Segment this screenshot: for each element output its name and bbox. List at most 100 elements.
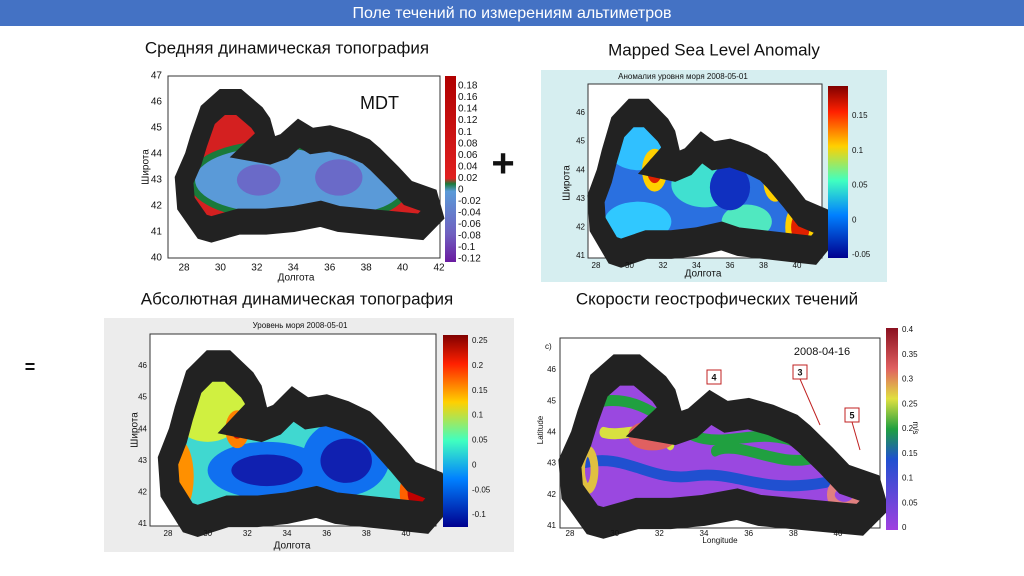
date-label: 2008-04-16 — [794, 346, 850, 358]
colorbar-tick-label: 0.12 — [458, 115, 478, 126]
colorbar-tick-label: -0.12 — [458, 254, 481, 265]
y-tick-label: 44 — [138, 424, 147, 433]
y-tick-label: 42 — [547, 490, 556, 499]
map — [570, 370, 876, 523]
x-tick-label: 32 — [243, 529, 252, 538]
plot-title: Уровень моря 2008-05-01 — [253, 321, 348, 330]
colorbar-tick-label: 0 — [472, 460, 477, 469]
x-tick-label: 28 — [566, 529, 575, 538]
y-tick-label: 43 — [576, 194, 585, 203]
colorbar-tick-label: 0.06 — [458, 150, 478, 161]
colorbar-tick-label: -0.1 — [458, 242, 476, 253]
colorbar-tick-label: -0.05 — [852, 250, 871, 259]
x-tick-label: 34 — [700, 529, 709, 538]
colorbar-tick-label: 0.3 — [902, 375, 914, 384]
colorbar-tick-label: -0.04 — [458, 208, 481, 219]
y-tick-label: 42 — [151, 201, 163, 212]
x-tick-label: 42 — [433, 263, 445, 274]
callouts: 4 3 5 — [706, 364, 861, 451]
y-axis-label: Широта — [130, 412, 141, 448]
colorbar-tick-label: 0.2 — [472, 361, 484, 370]
x-tick-label: 30 — [625, 261, 634, 270]
colorbar-tick-label: 0.16 — [458, 92, 478, 103]
y-tick-label: 41 — [547, 521, 556, 530]
y-tick-label: 42 — [138, 488, 147, 497]
x-tick-label: 32 — [655, 529, 664, 538]
colorbar-unit: m/s — [911, 422, 920, 435]
x-tick-label: 38 — [789, 529, 798, 538]
colorbar-tick-label: 0.05 — [852, 181, 868, 190]
colorbar-tick-label: 0.05 — [902, 498, 918, 507]
x-axis-label: Долгота — [274, 541, 311, 552]
colorbar-tick-label: 0.25 — [902, 399, 918, 408]
panel-title: Скорости геострофических течений — [576, 289, 858, 308]
x-tick-label: 40 — [793, 261, 802, 270]
panel-label: c) — [545, 342, 552, 351]
callout: 5 — [849, 410, 854, 420]
callout: 3 — [797, 367, 802, 377]
colorbar — [445, 76, 456, 262]
callout-box — [706, 369, 722, 385]
x-tick-label: 40 — [397, 263, 409, 274]
x-tick-label: 28 — [178, 263, 190, 274]
colorbar-tick-label: 0.02 — [458, 173, 478, 184]
colorbar-tick-label: -0.02 — [458, 196, 481, 207]
colorbar — [443, 335, 468, 527]
y-tick-label: 47 — [151, 71, 163, 82]
x-tick-label: 36 — [324, 263, 336, 274]
y-tick-label: 41 — [138, 519, 147, 528]
colorbar-tick-label: 0.08 — [458, 138, 478, 149]
x-tick-label: 34 — [283, 529, 292, 538]
y-tick-label: 46 — [576, 108, 585, 117]
colorbar-tick-label: 0.14 — [458, 104, 478, 115]
callout-line — [799, 378, 821, 426]
y-tick-label: 43 — [151, 175, 163, 186]
x-axis-label: Longitude — [702, 536, 738, 545]
plus-sign: + — [491, 142, 514, 186]
colorbar-tick-label: 0.15 — [472, 386, 488, 395]
y-tick-label: 41 — [151, 227, 163, 238]
colorbar-tick-label: 0.1 — [458, 127, 472, 138]
y-tick-label: 44 — [151, 149, 163, 160]
y-axis-label: Широта — [562, 165, 573, 201]
plot-title: Аномалия уровня моря 2008-05-01 — [618, 72, 748, 81]
x-tick-label: 40 — [402, 529, 411, 538]
colorbar-tick-label: 0 — [902, 523, 907, 532]
x-tick-label: 30 — [215, 263, 227, 274]
y-tick-label: 41 — [576, 251, 585, 260]
colorbar-tick-label: 0.35 — [902, 350, 918, 359]
y-tick-label: 46 — [138, 361, 147, 370]
x-tick-label: 36 — [726, 261, 735, 270]
colorbar-tick-label: 0 — [852, 215, 857, 224]
y-tick-label: 46 — [547, 365, 556, 374]
y-tick-label: 44 — [547, 428, 556, 437]
colorbar-tick-label: 0.04 — [458, 161, 478, 172]
callout-line — [851, 421, 861, 451]
colorbar-tick-label: -0.1 — [472, 510, 486, 519]
colorbar-tick-label: 0.25 — [472, 336, 488, 345]
colorbar-tick-label: 0.15 — [852, 111, 868, 120]
colorbar — [886, 328, 898, 530]
y-tick-label: 45 — [576, 137, 585, 146]
x-tick-label: 38 — [361, 263, 373, 274]
y-tick-label: 43 — [547, 459, 556, 468]
panel-title: Средняя динамическая топография — [145, 38, 429, 57]
panel-title: Mapped Sea Level Anomaly — [608, 40, 820, 59]
colorbar-tick-label: 0.1 — [472, 411, 484, 420]
x-tick-label: 38 — [362, 529, 371, 538]
colorbar-tick-label: 0.4 — [902, 325, 914, 334]
y-tick-label: 45 — [151, 123, 163, 134]
x-tick-label: 34 — [288, 263, 300, 274]
x-tick-label: 36 — [322, 529, 331, 538]
y-tick-label: 46 — [151, 97, 163, 108]
y-axis-label: Широта — [141, 149, 152, 185]
colorbar-tick-label: 0.18 — [458, 81, 478, 92]
x-tick-label: 40 — [834, 529, 843, 538]
map — [162, 366, 439, 521]
colorbar-tick-label: 0.15 — [902, 449, 918, 458]
y-tick-label: 44 — [576, 165, 585, 174]
y-tick-label: 40 — [151, 253, 163, 264]
x-tick-label: 32 — [251, 263, 263, 274]
y-tick-label: 42 — [576, 223, 585, 232]
